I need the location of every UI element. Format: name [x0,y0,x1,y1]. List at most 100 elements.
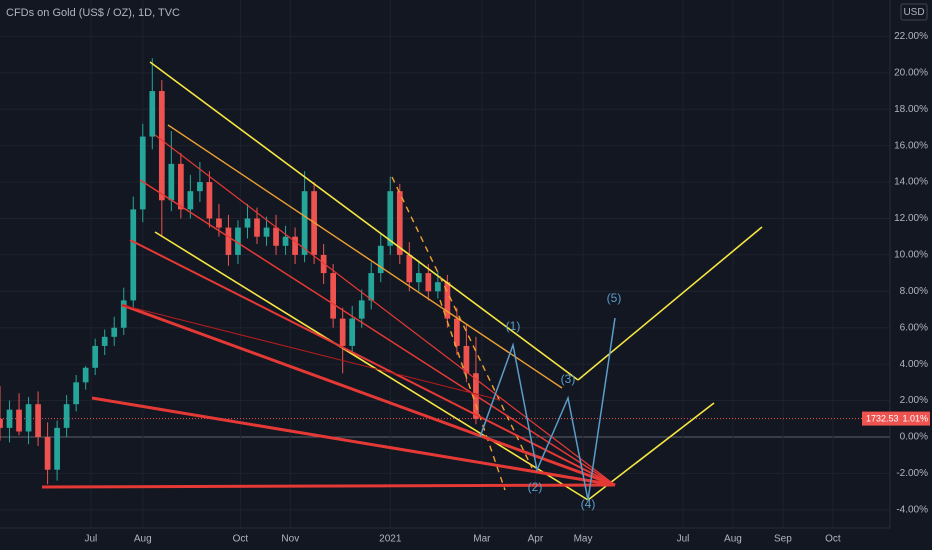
candle-body [435,282,441,292]
y-tick-label: 12.00% [894,213,928,224]
dashed-line [439,299,506,491]
candle-body [101,336,108,346]
wave-label: (3) [561,372,576,386]
x-tick-label: Aug [134,534,152,545]
fan-line [139,179,616,486]
candle-body [301,191,308,255]
candle-body [415,273,422,283]
candle-body [158,91,165,201]
candle-body [396,191,403,255]
candle-body [187,191,194,210]
candle-body [44,436,51,470]
wave-path [479,317,616,501]
candle-body [339,318,346,346]
candle-body [25,404,32,432]
y-tick-label: -4.00% [896,504,928,515]
candle-body [282,236,289,246]
x-tick-label: Oct [233,534,249,545]
channel-line [154,231,589,501]
candle-body [330,273,337,319]
candle-body [254,218,260,237]
candle-body [82,367,89,383]
y-tick-label: 20.00% [894,67,928,78]
candle-body [216,218,222,228]
drawings [41,61,763,501]
candle-body [368,273,375,301]
x-tick-label: Aug [724,534,742,545]
x-tick-label: Sep [774,534,792,545]
last-price-tag [862,411,930,426]
candle-body [273,227,279,246]
y-tick-label: 16.00% [894,140,928,151]
channel-line [149,61,579,381]
x-tick-label: May [574,534,593,545]
candle-body [178,163,184,210]
y-tick-label: 18.00% [894,104,928,115]
candle-body [244,218,251,228]
candle-body [292,236,298,255]
price-axis [890,0,932,550]
fan-line [121,304,501,401]
wave-label: (2) [528,480,543,494]
y-tick-label: 8.00% [900,286,928,297]
wave-label: (1) [506,319,521,333]
candle-body [454,318,460,346]
y-tick-label: 6.00% [900,322,928,333]
y-tick-label: 2.00% [900,395,928,406]
candle-body [444,282,451,319]
candle-body [149,91,156,137]
x-tick-label: Nov [281,534,299,545]
y-tick-label: 10.00% [894,250,928,261]
candle-body [197,182,203,192]
projection-line [577,226,763,381]
x-tick-label: Jul [677,534,690,545]
y-tick-label: -2.00% [896,468,928,479]
y-tick-label: 14.00% [894,177,928,188]
fan-line [41,483,616,489]
wave-label: (4) [581,497,596,511]
last-price: 1732.53 [866,413,899,423]
candle-body [377,245,384,274]
candle-body [168,163,175,201]
candle-body [235,227,241,255]
wave-label: (5) [607,291,622,305]
last-change: 1.01% [902,413,928,423]
candle-body [35,404,41,437]
fan-line [129,239,616,486]
candle-body [120,300,127,328]
candle-body [463,345,470,374]
x-tick-label: Mar [473,534,491,545]
candle-body [225,227,232,255]
currency-box [900,3,928,21]
channel-line [167,124,563,389]
candle-body [54,427,60,470]
candle-body [358,300,365,319]
candle-body [387,191,394,246]
candle-body [425,273,432,292]
candle-body [349,318,356,346]
y-tick-label: 4.00% [900,359,928,370]
y-tick-label: 0.00% [900,432,928,443]
candle-body [406,254,413,283]
candle-body [6,409,13,428]
candle-body [111,327,118,337]
x-tick-label: Oct [825,534,841,545]
candle-body [16,409,22,432]
candle-body [63,404,70,428]
x-tick-label: 2021 [379,534,402,545]
x-tick-label: Jul [85,534,98,545]
candle-body [73,382,80,405]
dashed-line [391,176,533,469]
candle-body [130,209,137,301]
x-tick-label: Apr [528,534,544,545]
candle-body [139,136,146,210]
chart-title: CFDs on Gold (US$ / OZ), 1D, TVC [6,7,180,19]
fan-line [91,396,616,487]
fan-line [121,303,616,487]
candle-body [92,345,99,368]
candle-body [263,227,270,237]
grid [0,0,890,528]
y-tick-label: 22.00% [894,31,928,42]
